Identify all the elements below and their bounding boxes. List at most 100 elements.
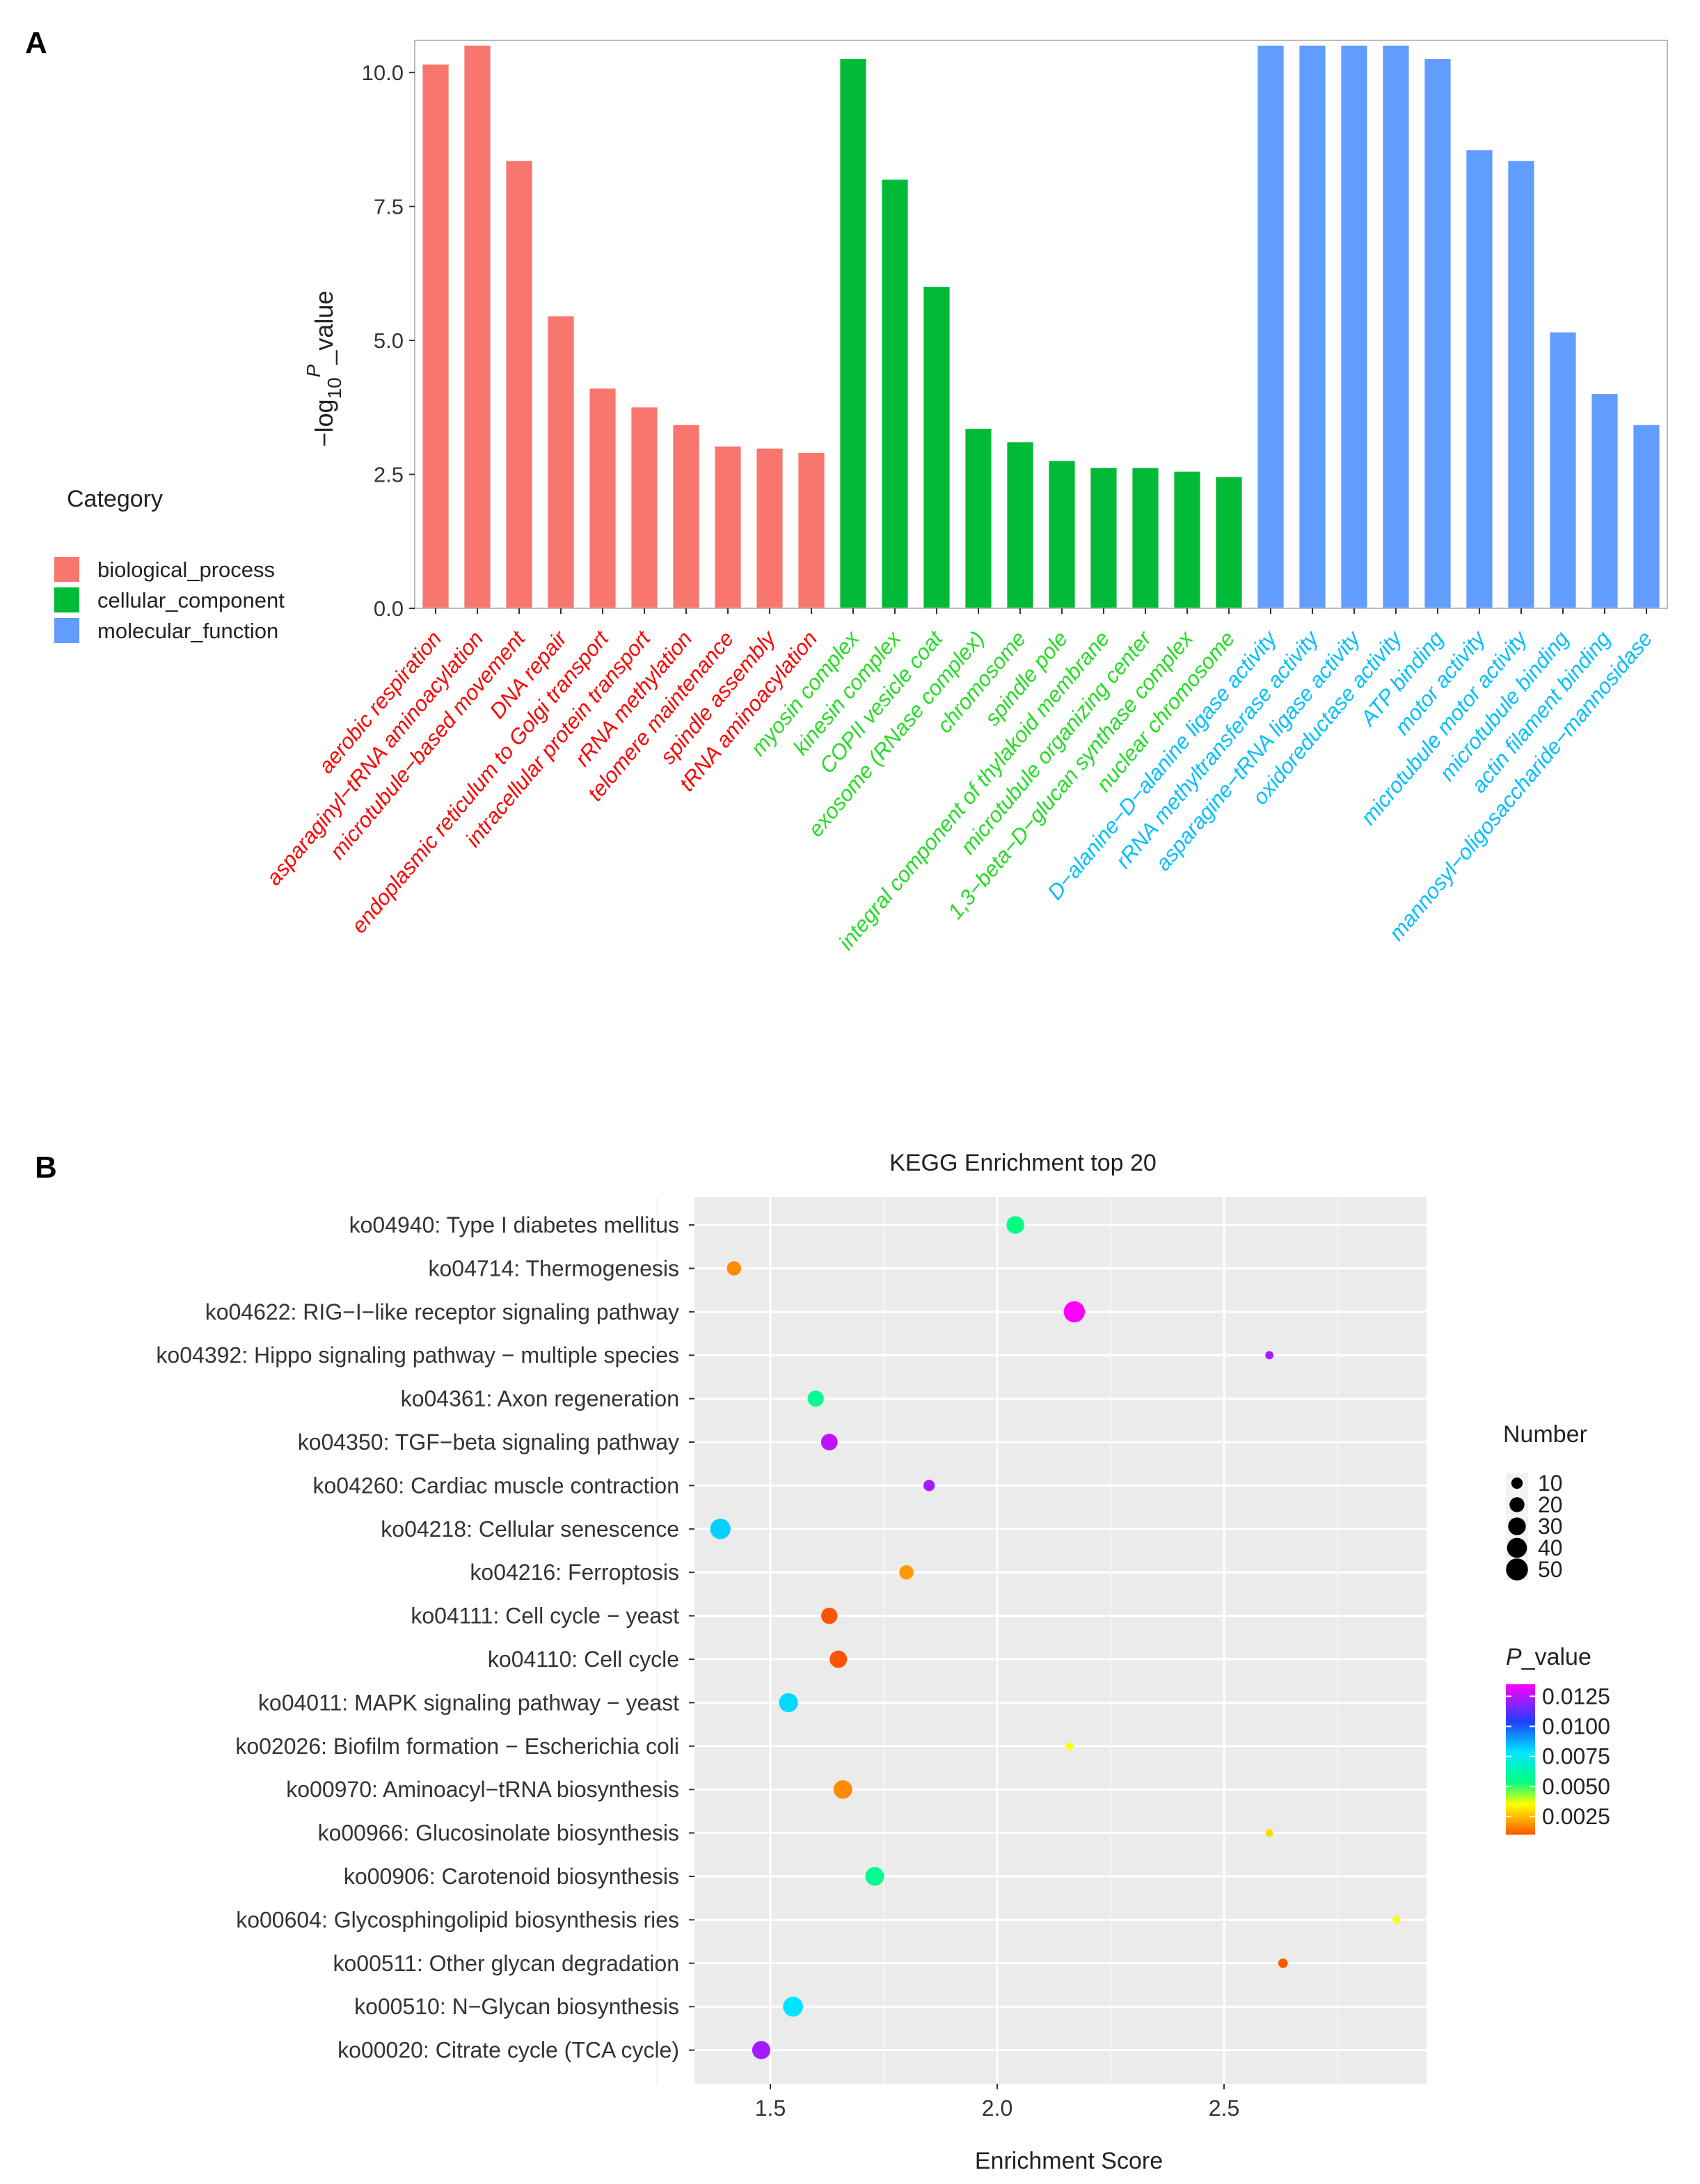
bar: [756, 448, 783, 608]
y-tick-label: 5.0: [374, 329, 404, 353]
size-legend-dot: [1507, 1537, 1527, 1558]
data-point: [1278, 1959, 1288, 1968]
data-point: [752, 2041, 770, 2059]
y-tick-label: ko04110: Cell cycle: [488, 1647, 679, 1672]
data-point: [726, 1261, 742, 1276]
y-tick-label: 7.5: [374, 195, 404, 219]
data-point: [829, 1650, 848, 1668]
data-point: [899, 1565, 914, 1580]
y-tick-label: 10.0: [362, 61, 404, 85]
data-point: [1265, 1829, 1273, 1837]
data-point: [1065, 1742, 1074, 1750]
data-point: [820, 1434, 838, 1450]
bar: [1466, 150, 1493, 608]
bar: [1550, 332, 1576, 608]
y-tick-label: ko02026: Biofilm formation − Escherichia…: [235, 1734, 679, 1759]
size-legend-label: 30: [1538, 1514, 1563, 1539]
color-legend-label: 0.0075: [1542, 1744, 1610, 1769]
y-tick-label: ko00510: N−Glycan biosynthesis: [354, 1994, 679, 2019]
data-point: [783, 1996, 803, 2017]
y-tick-label: ko04111: Cell cycle − yeast: [411, 1604, 679, 1629]
data-point: [923, 1480, 935, 1491]
y-tick-label: ko04218: Cellular senescence: [381, 1517, 679, 1542]
bar: [965, 429, 992, 608]
go-bar-chart-panel: A 0.02.55.07.510.0 aerobic respirationas…: [25, 26, 1668, 954]
data-point: [821, 1607, 838, 1624]
color-legend-label: 0.0025: [1542, 1804, 1610, 1829]
bar: [1424, 58, 1451, 608]
bar: [464, 45, 491, 608]
bar: [1216, 477, 1242, 608]
y-tick-label: 0.0: [374, 596, 404, 621]
panel-b-label: B: [35, 1150, 57, 1185]
legend-swatch: [54, 618, 79, 643]
bar: [1132, 468, 1159, 608]
y-tick-label: ko04260: Cardiac muscle contraction: [313, 1473, 680, 1498]
y-tick-label: ko00511: Other glycan degradation: [333, 1951, 679, 1976]
y-tick-label: ko04392: Hippo signaling pathway − multi…: [156, 1343, 679, 1368]
plot-border: [414, 40, 1668, 609]
legend-swatch: [54, 587, 79, 612]
data-point: [1392, 1916, 1401, 1924]
size-legend-dot: [1506, 1558, 1528, 1581]
legend-swatch: [54, 557, 79, 582]
x-tick-label: 2.5: [1209, 2096, 1239, 2121]
size-legend-dot: [1511, 1477, 1523, 1489]
y-tick-label: ko04622: RIG−I−like receptor signaling p…: [205, 1299, 679, 1324]
size-legend-label: 10: [1538, 1471, 1563, 1496]
y-tick-label: ko04940: Type I diabetes mellitus: [349, 1212, 679, 1237]
size-legend-label: 40: [1538, 1535, 1563, 1560]
color-legend-label: 0.0100: [1542, 1714, 1610, 1739]
x-tick-label: asparaginyl−tRNA aminoacylation: [262, 626, 488, 890]
plot-background: [694, 1197, 1427, 2084]
y-tick-label: ko00020: Citrate cycle (TCA cycle): [337, 2038, 679, 2063]
bar: [715, 446, 741, 608]
bar: [1508, 161, 1534, 609]
data-point: [1265, 1351, 1274, 1360]
bar: [1090, 468, 1117, 608]
y-tick-label: ko04714: Thermogenesis: [428, 1256, 679, 1281]
bar: [1257, 45, 1284, 608]
bar: [798, 452, 825, 608]
bar: [840, 58, 866, 608]
bar: [673, 425, 699, 608]
y-tick-label: ko04011: MAPK signaling pathway − yeast: [258, 1690, 679, 1715]
x-axis-title: Enrichment Score: [975, 2148, 1163, 2174]
size-legend-dot: [1509, 1497, 1525, 1512]
bar: [548, 316, 574, 608]
size-legend-label: 50: [1538, 1557, 1563, 1582]
legend-label: molecular_function: [97, 619, 278, 643]
color-legend-bar: [1506, 1684, 1535, 1835]
kegg-dot-plot-panel: B KEGG Enrichment top 20 ko04940: Type I…: [35, 1150, 1610, 2174]
data-point: [1006, 1216, 1024, 1234]
legend-title: Category: [67, 486, 163, 512]
y-tick-label: ko04216: Ferroptosis: [470, 1560, 679, 1585]
panel-a-label: A: [25, 26, 47, 60]
data-point: [865, 1867, 884, 1886]
bar: [422, 64, 449, 609]
bar: [1633, 425, 1660, 608]
bar: [1591, 394, 1618, 608]
bar: [1007, 442, 1033, 608]
y-tick-label: 2.5: [374, 463, 404, 487]
color-legend-label: 0.0125: [1542, 1684, 1610, 1709]
color-legend-label: 0.0050: [1542, 1774, 1610, 1799]
bar: [1383, 45, 1409, 608]
x-tick-label: 1.5: [755, 2096, 786, 2121]
x-tick-label: 2.0: [982, 2096, 1012, 2121]
size-legend-dot: [1508, 1517, 1526, 1535]
bar: [506, 161, 532, 609]
bar: [1049, 461, 1075, 608]
color-legend-title: P_value: [1506, 1644, 1591, 1670]
bar: [1341, 45, 1367, 608]
legend-label: biological_process: [97, 557, 275, 582]
data-point: [779, 1693, 798, 1713]
chart-title: KEGG Enrichment top 20: [889, 1150, 1157, 1176]
bar: [1299, 45, 1326, 608]
size-legend-title: Number: [1503, 1421, 1587, 1448]
y-tick-label: ko04350: TGF−beta signaling pathway: [298, 1430, 679, 1455]
data-point: [1063, 1301, 1086, 1323]
bar: [923, 287, 950, 608]
bar: [589, 388, 616, 608]
